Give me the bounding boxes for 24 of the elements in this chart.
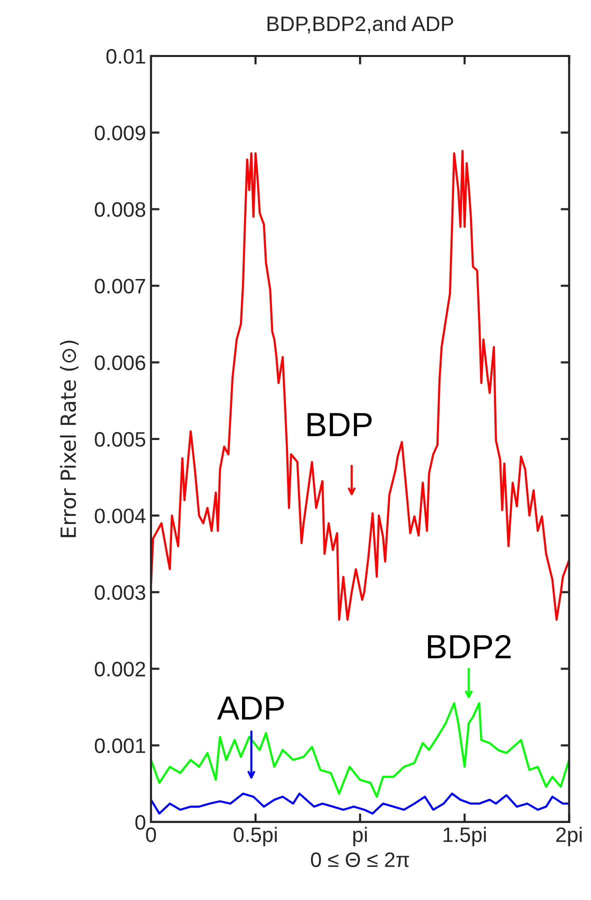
x-tick-label: 0 bbox=[146, 827, 156, 842]
y-tick-label: 0.009 bbox=[94, 126, 146, 140]
x-tick-label: 2pi bbox=[556, 826, 582, 846]
x-tick-label: pi bbox=[353, 826, 367, 846]
chart-title: BDP,BDP2,and ADP bbox=[268, 16, 454, 34]
y-tick-label: 0.003 bbox=[94, 585, 146, 600]
y-tick-label: 0.004 bbox=[94, 508, 146, 524]
annotation: ADP bbox=[217, 696, 284, 720]
x-axis-title: 0 ≤ Θ ≤ 2π bbox=[310, 852, 410, 868]
y-axis-title: Error Pixel Rate (⊙) bbox=[60, 340, 79, 538]
line-series bbox=[151, 792, 570, 815]
y-tick-label: 0.008 bbox=[94, 202, 146, 217]
annotation: BDP bbox=[308, 413, 372, 436]
x-tick-label: 1.5pi bbox=[444, 826, 486, 846]
y-tick-label: 0.01 bbox=[106, 48, 146, 64]
x-tick-label: 0.5pi bbox=[234, 826, 277, 846]
y-tick-label: 0.006 bbox=[94, 355, 146, 370]
y-tick-label: 0.002 bbox=[94, 662, 146, 677]
y-tick-label: 0.005 bbox=[94, 432, 146, 447]
y-tick-label: 0 bbox=[135, 814, 146, 830]
y-tick-label: 0.007 bbox=[94, 278, 146, 294]
annotation: BDP2 bbox=[428, 634, 511, 658]
line-series bbox=[151, 150, 570, 621]
y-tick-label: 0.001 bbox=[94, 738, 146, 754]
